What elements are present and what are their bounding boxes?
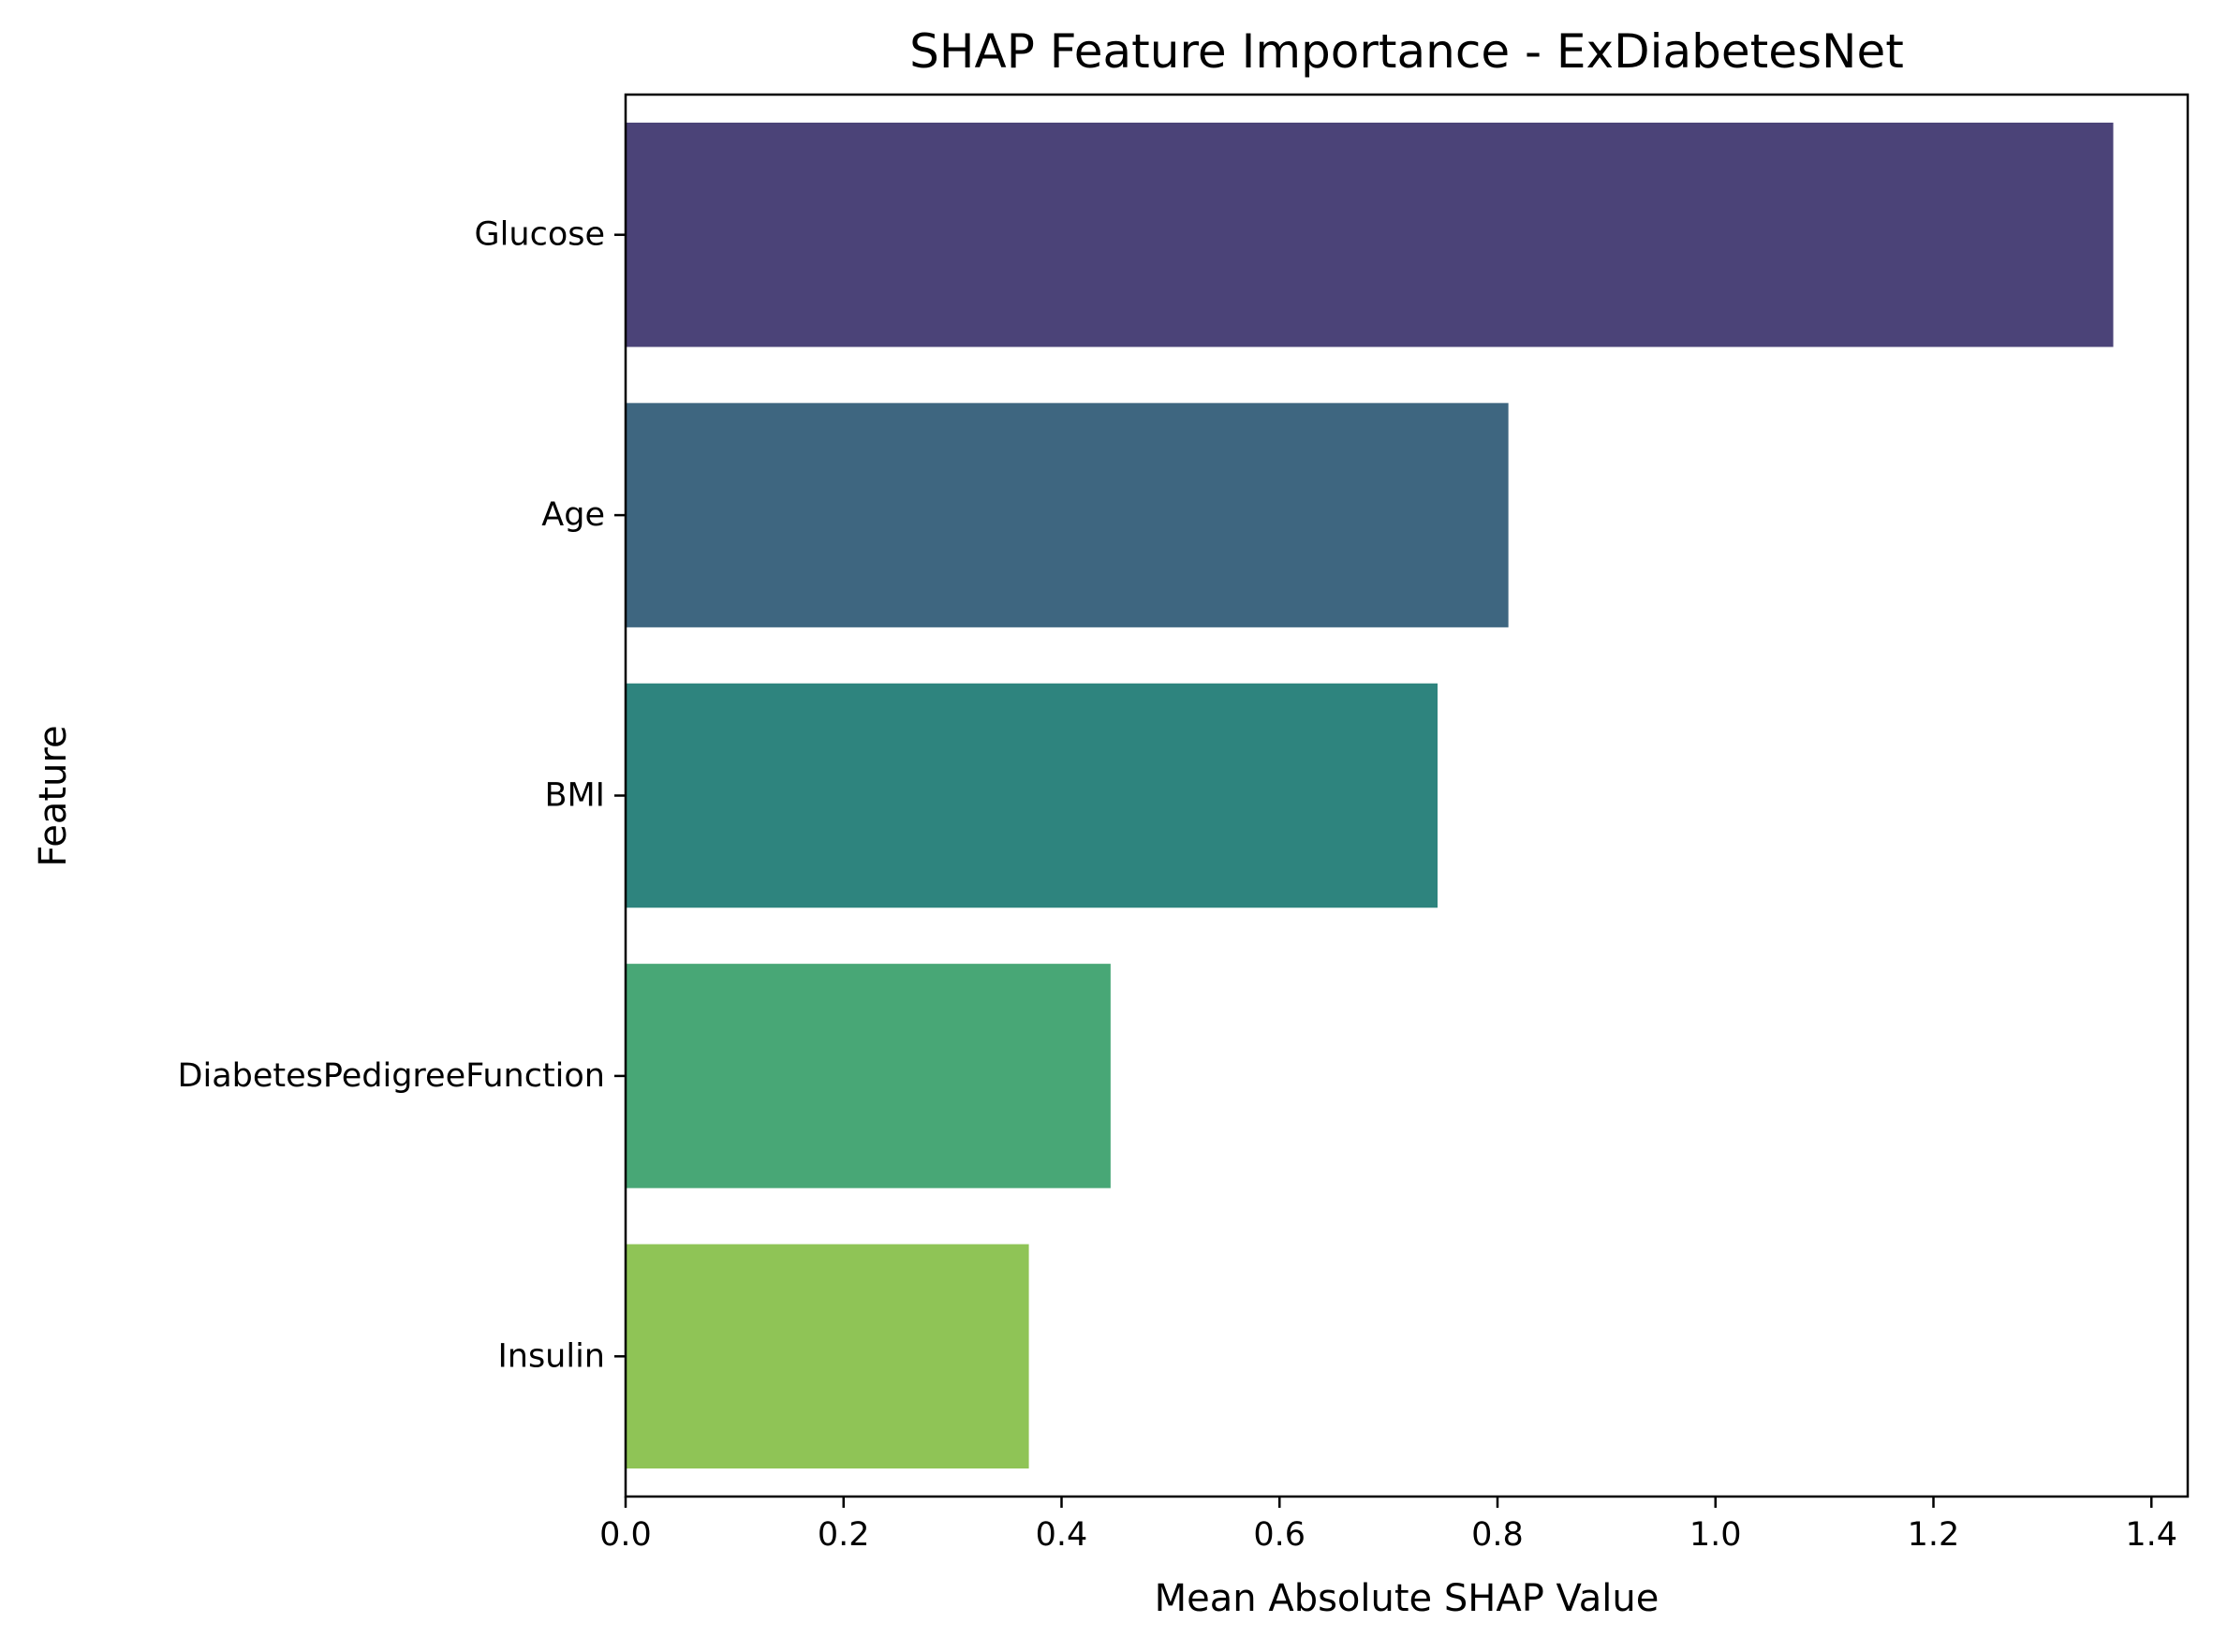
bar-bmi — [626, 683, 1438, 908]
y-axis-title: Feature — [32, 725, 75, 866]
x-axis-ticks: 0.0 0.2 0.4 0.6 0.8 1.0 1.2 1.4 — [599, 1497, 2177, 1554]
bars-group — [626, 122, 2114, 1469]
bar-insulin — [626, 1244, 1029, 1469]
x-tick-label: 0.0 — [599, 1516, 652, 1554]
y-tick-label-glucose: Glucose — [475, 216, 605, 254]
x-tick-label: 1.0 — [1689, 1516, 1742, 1554]
x-axis-title: Mean Absolute SHAP Value — [1155, 1577, 1660, 1620]
bar-diabetespedigreefunction — [626, 964, 1111, 1188]
y-tick-label-age: Age — [541, 496, 605, 534]
y-axis-ticks: Glucose Age BMI DiabetesPedigreeFunction Ins… — [178, 216, 626, 1375]
y-tick-label-bmi: BMI — [544, 777, 605, 815]
x-tick-label: 0.8 — [1471, 1516, 1524, 1554]
x-tick-label: 0.6 — [1253, 1516, 1306, 1554]
bar-age — [626, 403, 1509, 627]
x-tick-label: 1.4 — [2125, 1516, 2177, 1554]
y-tick-label-diabetespedigreefunction: DiabetesPedigreeFunction — [178, 1057, 605, 1095]
x-tick-label: 0.4 — [1036, 1516, 1088, 1554]
x-tick-label: 1.2 — [1908, 1516, 1960, 1554]
plot-frame — [624, 93, 2190, 1498]
bar-glucose — [626, 122, 2114, 347]
chart-title: SHAP Feature Importance - ExDiabetesNet — [909, 24, 1904, 79]
x-tick-label: 0.2 — [818, 1516, 870, 1554]
y-tick-label-insulin: Insulin — [497, 1337, 605, 1375]
